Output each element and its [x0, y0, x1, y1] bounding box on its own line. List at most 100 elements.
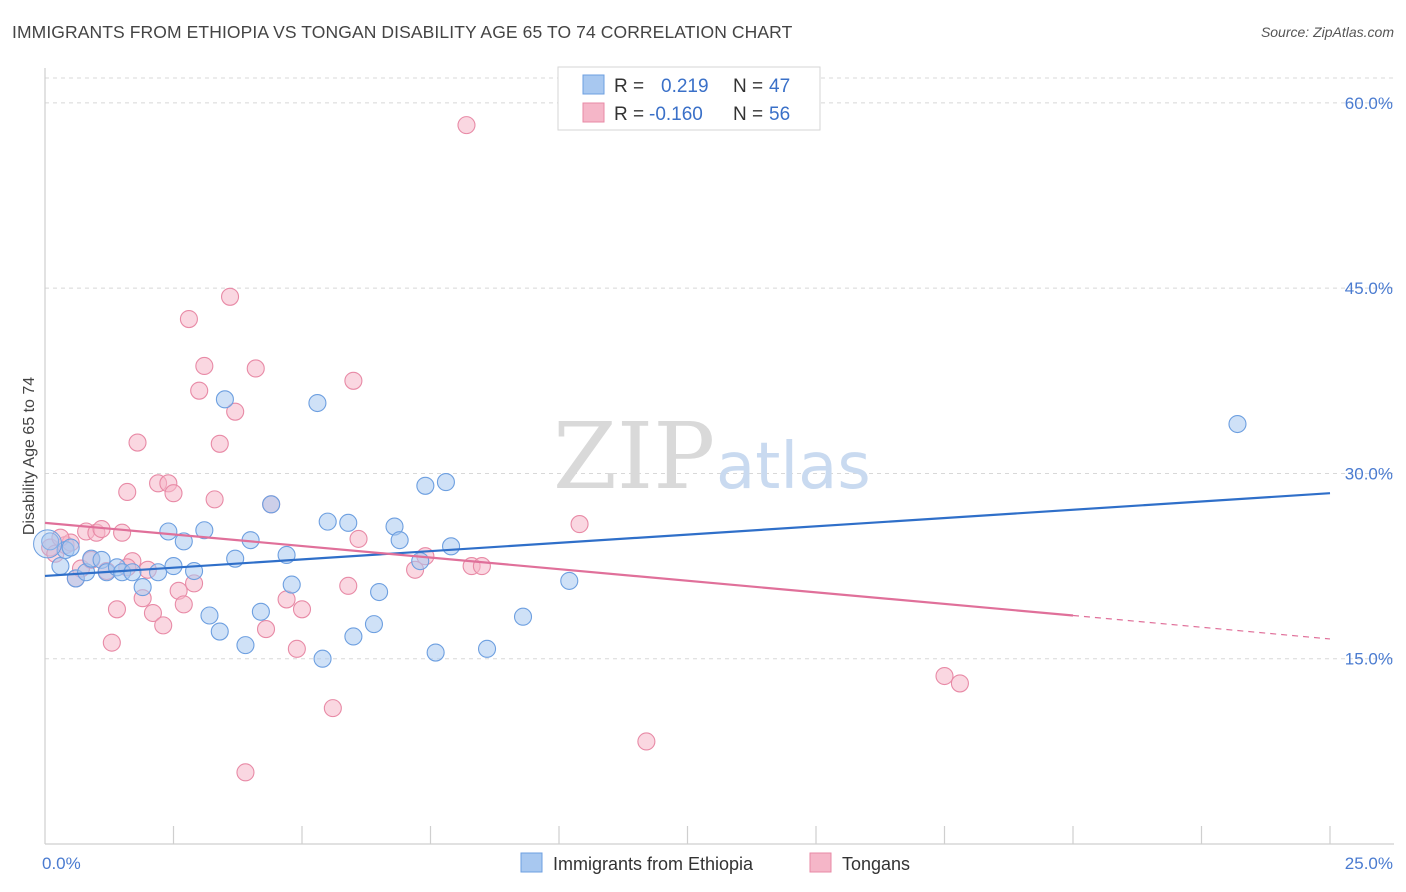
y-tick-label: 45.0% — [1345, 279, 1393, 298]
watermark-zip: ZIP — [553, 403, 715, 510]
ethiopia-point — [370, 582, 389, 602]
series-legend-label-tongans: Tongans — [842, 854, 910, 874]
watermark-atlas: atlas — [716, 430, 871, 504]
legend-n-value-2: 56 — [769, 104, 790, 125]
tongans-point — [246, 359, 265, 378]
legend-n-label-2: N = — [733, 104, 763, 125]
ethiopia-trend-line — [44, 492, 1331, 578]
tongans-point — [107, 600, 127, 619]
ethiopia-point — [174, 532, 193, 551]
ethiopia-point — [339, 513, 358, 532]
ethiopia-point — [308, 393, 327, 413]
tongans-point — [102, 633, 121, 652]
series-legend: Immigrants from Ethiopia Tongans — [520, 852, 910, 874]
series-legend-swatch-tongans — [809, 852, 832, 873]
ethiopia-point — [282, 575, 301, 594]
ethiopia-point — [195, 521, 214, 540]
legend-swatch-ethiopia — [582, 74, 605, 95]
ethiopia-point — [41, 532, 60, 551]
tongans-point — [950, 674, 969, 693]
tongans-point — [190, 381, 209, 400]
ethiopia-point — [51, 557, 70, 576]
tongans-point — [113, 523, 132, 542]
ethiopia-point — [149, 563, 168, 582]
legend-r-label-2: R = — [614, 104, 644, 125]
tongans-point — [143, 603, 162, 623]
ethiopia-point — [164, 557, 183, 576]
tongans-point — [935, 666, 954, 686]
tongans-point — [220, 287, 240, 306]
x-tick-labels: 0.0% 25.0% — [42, 854, 1393, 873]
ethiopia-cluster-point — [33, 529, 63, 559]
ethiopia-point — [560, 571, 579, 590]
correlation-legend: R = 0.219 N = 47 R = -0.160 N = 56 — [557, 66, 821, 131]
y-axis-label: Disability Age 65 to 74 — [21, 377, 38, 535]
ethiopia-point — [215, 390, 234, 409]
ethiopia-point — [426, 643, 445, 662]
source-credit: Source: ZipAtlas.com — [1260, 24, 1394, 40]
legend-r-label-1: R = — [614, 76, 644, 97]
chart-title: IMMIGRANTS FROM ETHIOPIA VS TONGAN DISAB… — [12, 22, 793, 42]
y-tick-label: 60.0% — [1345, 94, 1393, 113]
tongans-trend-extension — [1072, 614, 1331, 640]
ethiopia-point — [61, 538, 80, 557]
tongans-point — [195, 356, 214, 376]
ethiopia-point — [390, 531, 409, 550]
tongans-point — [154, 616, 173, 635]
ethiopia-point — [318, 512, 337, 531]
ethiopia-point — [236, 636, 255, 655]
legend-n-value-1: 47 — [769, 76, 790, 97]
tongans-point — [205, 490, 224, 509]
tongans-point — [164, 484, 183, 503]
ethiopia-point — [251, 602, 270, 621]
tongans-point — [344, 371, 363, 390]
tongans-point — [570, 515, 589, 534]
ethiopia-point — [1228, 414, 1247, 434]
tongans-point — [210, 434, 229, 453]
data-points — [33, 116, 1247, 782]
ethiopia-point — [262, 495, 281, 514]
ethiopia-point — [344, 627, 363, 646]
ethiopia-point — [442, 537, 461, 556]
tongans-point — [457, 116, 476, 135]
ethiopia-point — [200, 606, 219, 625]
legend-swatch-tongans — [582, 102, 605, 123]
y-tick-label: 15.0% — [1345, 650, 1393, 669]
tongans-point — [128, 433, 147, 452]
tongans-point — [323, 699, 342, 718]
tongans-point — [637, 732, 656, 751]
axes — [44, 68, 1394, 845]
tongans-point — [256, 620, 276, 639]
tongans-point — [339, 576, 358, 595]
tongans-point — [292, 600, 312, 619]
tongans-point — [472, 557, 491, 576]
trend-lines — [44, 492, 1331, 640]
tongans-point — [287, 639, 306, 658]
y-tick-label: 30.0% — [1345, 464, 1393, 483]
ethiopia-point — [210, 622, 229, 641]
tongans-point — [226, 402, 245, 421]
ethiopia-point — [364, 615, 384, 634]
x-tick-label-min: 0.0% — [42, 854, 81, 873]
series-legend-swatch-ethiopia — [520, 852, 543, 873]
tongans-point — [236, 763, 255, 782]
legend-r-value-1: 0.219 — [661, 76, 709, 97]
ethiopia-point — [159, 522, 178, 541]
tongans-point — [174, 595, 193, 614]
x-tick-label-max: 25.0% — [1345, 854, 1393, 873]
ethiopia-point — [313, 649, 332, 668]
ethiopia-point — [477, 639, 497, 658]
ethiopia-point — [133, 578, 152, 597]
legend-n-label-1: N = — [733, 76, 763, 97]
ethiopia-point — [513, 607, 533, 626]
legend-r-value-2: -0.160 — [649, 104, 703, 125]
ethiopia-point — [436, 473, 455, 492]
series-legend-label-ethiopia: Immigrants from Ethiopia — [553, 854, 754, 874]
tongans-point — [118, 482, 137, 502]
ethiopia-point — [416, 476, 435, 495]
y-tick-labels: 15.0% 30.0% 45.0% 60.0% — [1345, 94, 1393, 669]
ethiopia-point — [123, 563, 142, 582]
watermark: ZIP atlas — [553, 403, 871, 510]
tongans-trend-line — [44, 521, 1074, 617]
